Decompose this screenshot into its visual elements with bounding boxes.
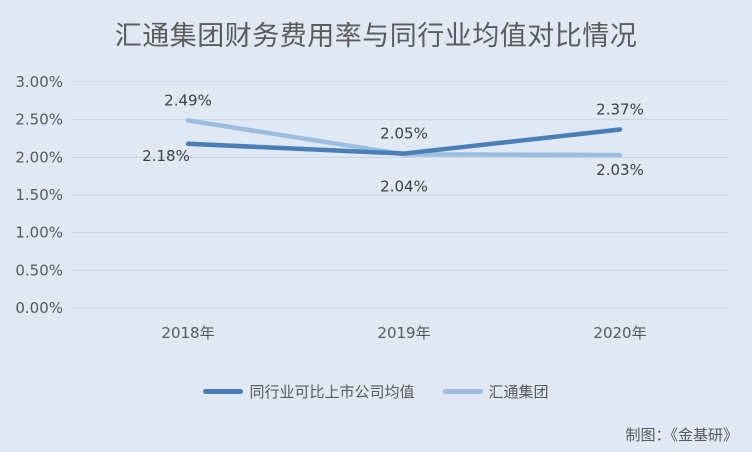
x-axis-ticks: 2018年 2019年 2020年 bbox=[161, 324, 646, 342]
legend: 同行业可比上市公司均值 汇通集团 bbox=[0, 381, 752, 402]
y-tick-label: 3.00% bbox=[15, 73, 63, 91]
legend-label-industry: 同行业可比上市公司均值 bbox=[249, 383, 415, 401]
series-layer bbox=[185, 118, 623, 158]
data-label-company: 2.03% bbox=[596, 161, 644, 179]
data-label-industry: 2.18% bbox=[142, 147, 190, 165]
x-tick-label: 2018年 bbox=[161, 324, 214, 342]
y-tick-label: 2.50% bbox=[15, 111, 63, 129]
legend-label-company: 汇通集团 bbox=[488, 383, 549, 401]
data-label-industry: 2.05% bbox=[380, 125, 428, 143]
legend-swatch-company bbox=[442, 389, 483, 394]
legend-item-company: 汇通集团 bbox=[442, 381, 549, 402]
y-axis-ticks: 0.00% 0.50% 1.00% 1.50% 2.00% 2.50% 3.00% bbox=[15, 73, 63, 317]
data-label-company: 2.04% bbox=[380, 177, 428, 195]
data-label-industry: 2.37% bbox=[596, 100, 644, 118]
data-label-company: 2.49% bbox=[164, 91, 212, 109]
x-tick-label: 2019年 bbox=[377, 324, 430, 342]
y-tick-label: 0.50% bbox=[15, 261, 63, 279]
legend-swatch-industry bbox=[203, 389, 244, 394]
legend-item-industry: 同行业可比上市公司均值 bbox=[203, 381, 415, 402]
source-note: 制图：《金基研》 bbox=[625, 426, 738, 444]
y-tick-label: 1.00% bbox=[15, 224, 63, 242]
x-tick-label: 2020年 bbox=[593, 324, 646, 342]
y-tick-label: 1.50% bbox=[15, 186, 63, 204]
grid-layer bbox=[72, 81, 728, 309]
chart-title: 汇通集团财务费用率与同行业均值对比情况 bbox=[114, 21, 638, 52]
y-tick-label: 2.00% bbox=[15, 148, 63, 166]
data-labels: 2.18% 2.05% 2.37% 2.49% 2.04% 2.03% bbox=[142, 91, 644, 195]
y-tick-label: 0.00% bbox=[15, 299, 63, 317]
